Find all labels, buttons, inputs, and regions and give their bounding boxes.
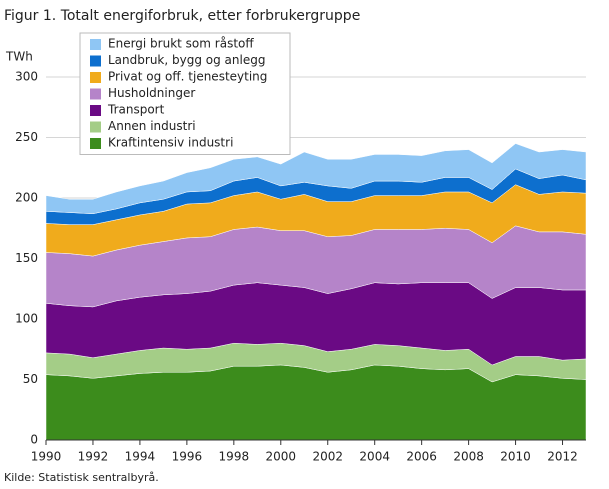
y-tick-label: 100 — [15, 312, 38, 326]
y-tick-label: 0 — [30, 433, 38, 447]
legend-label: Annen industri — [108, 119, 196, 133]
legend-swatch — [90, 105, 101, 116]
legend-swatch — [90, 121, 101, 133]
legend-box — [79, 32, 291, 155]
x-tick-label: 2004 — [359, 450, 390, 464]
x-tick-label: 2008 — [453, 450, 484, 464]
legend-swatch — [90, 55, 101, 67]
x-tick-label: 1994 — [125, 450, 156, 464]
y-tick-label: 50 — [23, 372, 38, 386]
source: Kilde: Statistisk sentralbyrå. — [4, 471, 159, 484]
x-tick-label: 2000 — [266, 450, 297, 464]
y-tick-label: 300 — [15, 70, 38, 84]
legend-label: Kraftintensiv industri — [108, 136, 233, 150]
area — [45, 143, 587, 214]
x-tick-label: 2006 — [406, 450, 437, 464]
x-tick-label: 2010 — [500, 450, 531, 464]
legend-swatch — [90, 138, 101, 149]
legend-label: Privat og off. tjenesteyting — [108, 70, 267, 84]
legend-swatch — [90, 88, 101, 100]
x-tick-label: 2002 — [312, 450, 343, 464]
x-tick-label: 1998 — [219, 450, 250, 464]
x-tick-label: 2012 — [547, 450, 578, 464]
legend-label: Husholdninger — [108, 86, 195, 100]
chart-title: Figur 1. Totalt energiforbruk, etter for… — [4, 8, 360, 24]
x-tick-label: 1996 — [172, 450, 203, 464]
legend-label: Transport — [107, 103, 165, 117]
y-tick-label: 250 — [15, 130, 38, 144]
x-tick-label: 1992 — [78, 450, 109, 464]
areas — [45, 143, 587, 441]
x-tick-label: 1990 — [31, 450, 62, 464]
legend-swatch — [90, 72, 101, 83]
legend-label: Landbruk, bygg og anlegg — [108, 53, 265, 67]
legend: Energi brukt som råstoff Landbruk, bygg o… — [79, 32, 291, 155]
y-tick-label: 200 — [15, 191, 38, 205]
y-axis-label: TWh — [5, 50, 33, 64]
y-tick-label: 150 — [15, 251, 38, 265]
legend-label: Energi brukt som råstoff — [108, 37, 254, 51]
legend-swatch — [90, 39, 101, 50]
